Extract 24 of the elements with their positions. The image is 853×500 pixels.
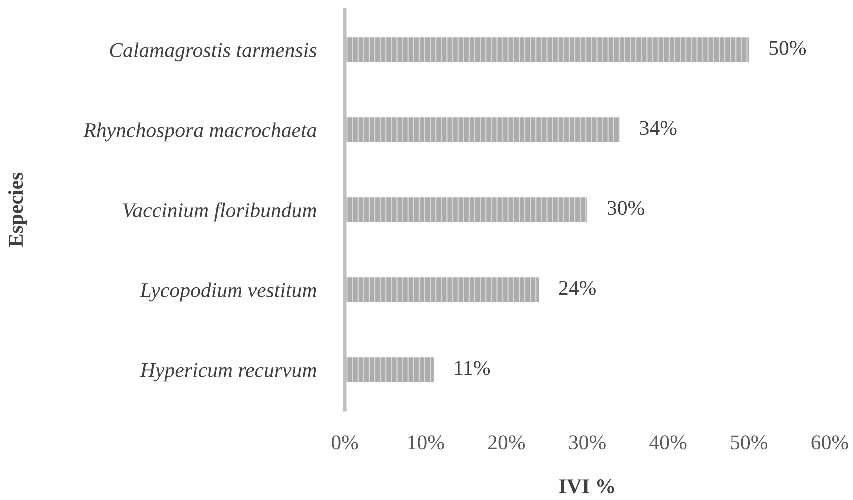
- x-tick-label: 30%: [569, 436, 606, 450]
- x-tick-label: 10%: [408, 436, 444, 450]
- x-tick-label: 0%: [332, 436, 358, 450]
- x-tick-label: 20%: [488, 436, 526, 450]
- bar: [345, 278, 540, 302]
- x-axis-title: IVI %: [560, 479, 614, 494]
- x-tick-label: 60%: [812, 436, 848, 450]
- data-label: 50%: [770, 41, 806, 56]
- data-label: 34%: [640, 121, 677, 136]
- bar: [345, 118, 620, 142]
- bar: [345, 358, 434, 382]
- y-tick-label: Rhynchospora macrochaeta: [84, 122, 316, 142]
- x-tick-label: 50%: [731, 436, 768, 450]
- data-label: 30%: [608, 201, 644, 216]
- y-tick-label: Hypericum recurvum: [140, 363, 316, 382]
- data-label: 11%: [455, 361, 490, 376]
- y-tick-label: Vaccinium floribundum: [123, 202, 316, 222]
- bar: [345, 38, 750, 62]
- data-label: 24%: [559, 281, 596, 296]
- y-axis-title: Especies: [8, 172, 28, 248]
- x-tick-label: 40%: [650, 436, 687, 450]
- y-tick-label: Calamagrostis tarmensis: [110, 42, 317, 62]
- bar: [345, 198, 588, 222]
- y-tick-label: Lycopodium vestitum: [140, 282, 316, 302]
